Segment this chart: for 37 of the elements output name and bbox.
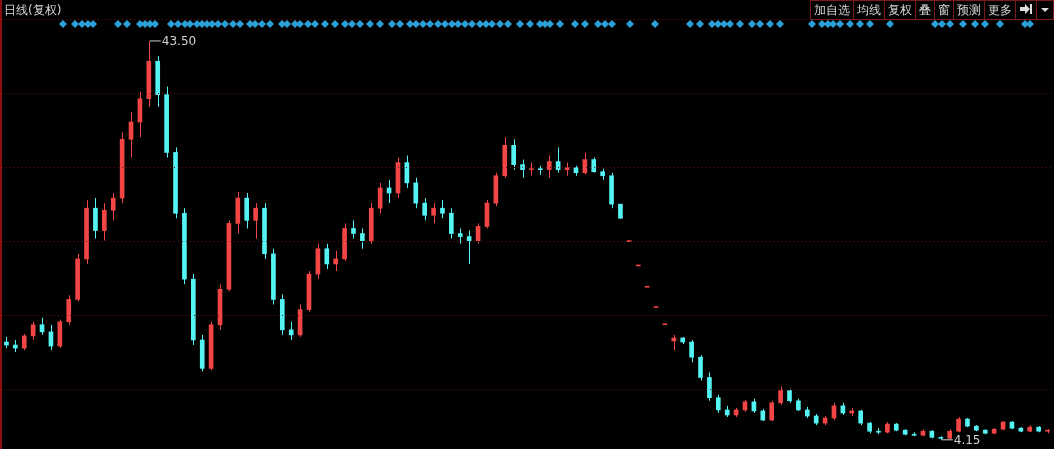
candlestick [511,138,516,171]
candlestick [102,202,107,242]
candlestick [422,197,427,221]
candlestick [66,294,72,326]
candlestick [715,394,721,414]
annotation: 43.50 [161,34,197,49]
chart-title: 日线(复权) [4,2,62,18]
text: 加自选 [810,0,854,20]
text: 窗 [934,0,954,20]
text: 预测 [953,0,985,20]
candlestick [778,386,783,406]
candlestick [707,371,712,402]
candlestick [351,219,356,240]
candlestick [546,154,552,179]
candlestick [698,354,703,382]
candlestick [333,250,339,272]
candlestick [466,230,472,265]
text: 叠 [915,0,935,20]
candlestick [324,243,330,270]
candlestick [253,202,258,240]
candlestick [449,207,454,240]
candlestick [431,202,436,224]
annotation: 4.15 [953,433,981,448]
candlestick [244,192,250,229]
candlestick [288,321,294,341]
candlestick [520,159,525,179]
candlestick [360,227,365,250]
candlestick [377,182,383,214]
candlestick [110,192,116,221]
candlestick [413,177,419,209]
text: 复权 [884,0,916,20]
candlestick [440,199,445,219]
text: 均线 [853,0,885,20]
text: 更多 [984,0,1016,20]
candlestick [689,339,694,363]
candlestick [93,197,98,240]
candlestick [769,400,775,422]
